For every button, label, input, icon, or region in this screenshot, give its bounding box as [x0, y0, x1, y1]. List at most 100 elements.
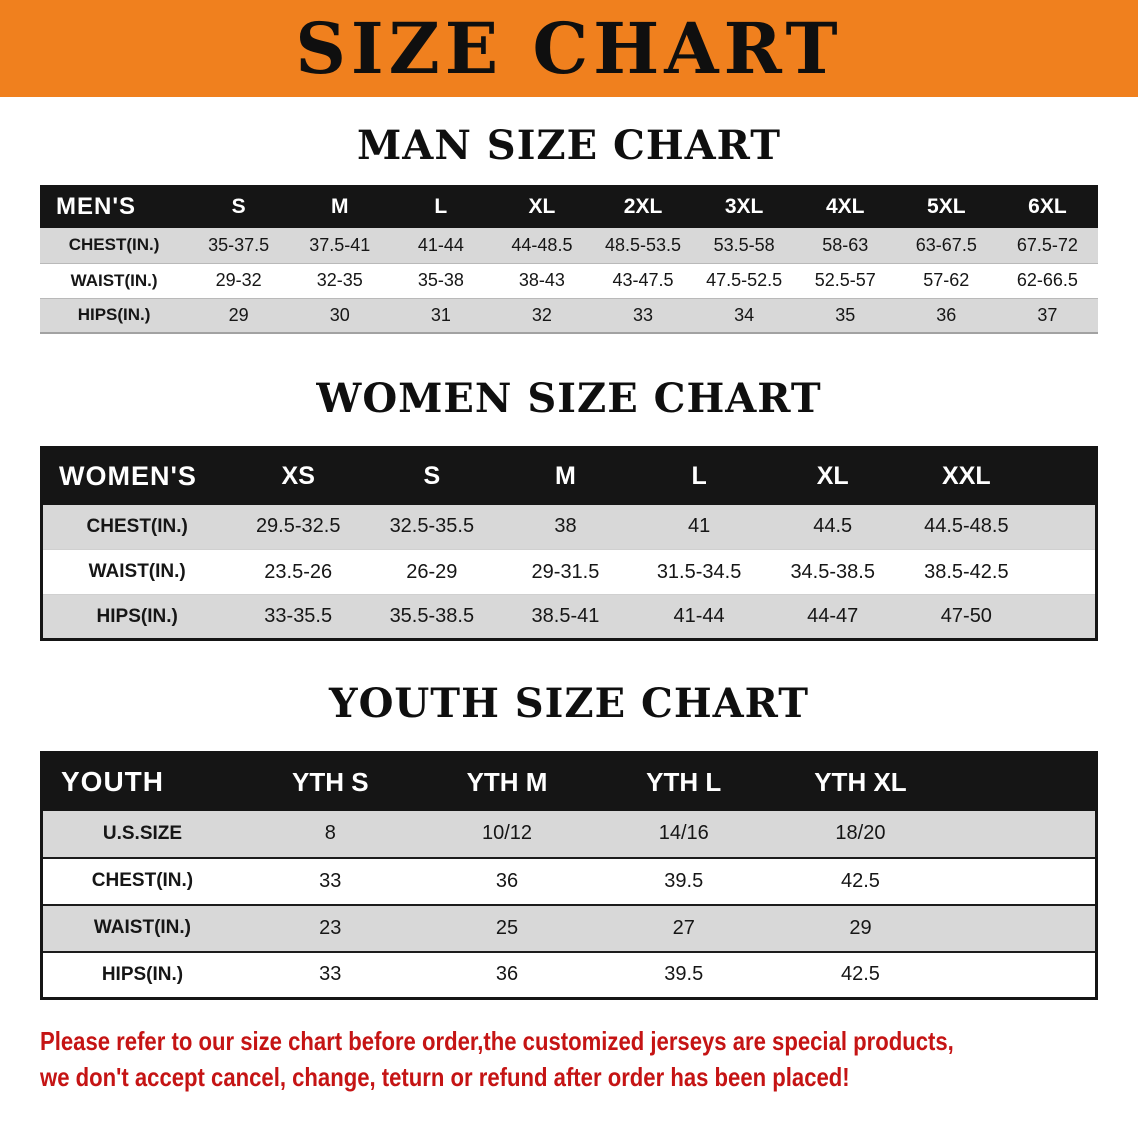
value-cell: 53.5-58	[693, 228, 795, 264]
value-cell: 37.5-41	[289, 228, 391, 264]
row-label-cell: CHEST(IN.)	[40, 228, 189, 264]
value-cell: 29-32	[188, 263, 290, 299]
value-cell: 44.5-48.5	[899, 504, 1034, 550]
value-cell: 37	[996, 298, 1098, 334]
row-label-cell: HIPS(IN.)	[40, 298, 189, 334]
men-size-table: MEN'S S M L XL 2XL 3XL 4XL 5XL 6XL CHEST(IN.) 35-37…	[40, 185, 1098, 334]
table-row: CHEST(IN.) 33 36 39.5 42.5	[41, 857, 1097, 906]
value-cell: 52.5-57	[794, 263, 896, 299]
filler-cell	[1033, 549, 1097, 595]
value-cell: 67.5-72	[996, 228, 1098, 264]
men-size-section: MAN SIZE CHART MEN'S S M L XL 2XL 3XL 4XL 5XL 6XL…	[0, 123, 1138, 334]
value-cell: 29	[772, 904, 949, 953]
table-title-cell: WOMEN'S	[41, 447, 232, 505]
women-section-heading: WOMEN SIZE CHART	[316, 375, 822, 422]
value-cell: 41-44	[390, 228, 492, 264]
disclaimer-line-2: we don't accept cancel, change, teturn o…	[40, 1061, 850, 1092]
table-header-row: MEN'S S M L XL 2XL 3XL 4XL 5XL 6XL	[40, 185, 1098, 228]
size-header-cell: YTH M	[418, 752, 596, 811]
value-cell: 34	[693, 298, 795, 334]
value-cell: 43-47.5	[592, 263, 694, 299]
size-header-cell: M	[498, 447, 633, 505]
value-cell: 38.5-41	[531, 605, 600, 627]
value-cell: 58-63	[794, 228, 896, 264]
table-row: CHEST(IN.) 29.5-32.5 32.5-35.5 38 41 44.5 44.5…	[41, 504, 1097, 550]
value-cell: 36	[495, 963, 519, 986]
value-cell: 23.5-26	[231, 549, 366, 595]
row-label-cell: WAIST(IN.)	[40, 263, 189, 299]
row-label-cell: WAIST(IN.)	[41, 549, 232, 595]
size-header-cell: S	[365, 447, 499, 505]
page-title: SIZE CHART	[295, 6, 843, 90]
value-cell: 38.5-42.5	[899, 549, 1034, 595]
value-cell: 18/20	[772, 810, 949, 859]
value-cell: 33	[241, 857, 419, 906]
size-header-cell: XXL	[899, 447, 1034, 505]
size-header-cell: S	[188, 185, 290, 228]
size-header-cell: YTH L	[595, 752, 773, 811]
row-label-cell: HIPS(IN.)	[96, 605, 178, 627]
filler-cell	[948, 752, 1097, 811]
value-cell: 32-35	[289, 263, 391, 299]
value-cell: 32.5-35.5	[365, 504, 499, 550]
value-cell: 36	[418, 857, 596, 906]
table-row: WAIST(IN.) 23.5-26 26-29 29-31.5 31.5-34.5 34…	[41, 549, 1097, 595]
filler-cell	[948, 904, 1097, 953]
value-cell: 38-43	[491, 263, 593, 299]
value-cell: 14/16	[595, 810, 773, 859]
size-header-cell: YTH S	[241, 752, 419, 811]
value-cell: 41-44	[673, 605, 725, 627]
size-header-cell: 3XL	[693, 185, 795, 228]
row-label-cell: CHEST(IN.)	[41, 504, 232, 550]
value-cell: 33-35.5	[264, 605, 333, 627]
value-cell: 38	[498, 504, 633, 550]
value-cell: 42.5	[772, 857, 949, 906]
value-cell: 39.5	[664, 963, 704, 986]
value-cell: 26-29	[365, 549, 499, 595]
table-row: WAIST(IN.) 29-32 32-35 35-38 38-43 43-47.5 47.…	[40, 263, 1098, 299]
value-cell: 29	[188, 298, 290, 334]
table-header-row: WOMEN'S XS S M L XL XXL	[41, 447, 1097, 505]
value-cell: 25	[418, 904, 596, 953]
value-cell: 35-37.5	[188, 228, 290, 264]
value-cell: 35.5-38.5	[389, 605, 475, 627]
value-cell: 10/12	[418, 810, 596, 859]
row-label-cell: U.S.SIZE	[41, 810, 242, 859]
value-cell: 30	[289, 298, 391, 334]
size-header-cell: M	[289, 185, 391, 228]
value-cell: 23	[241, 904, 419, 953]
value-cell: 36	[895, 298, 997, 334]
value-cell: 31	[390, 298, 492, 334]
table-row: WAIST(IN.) 23 25 27 29	[41, 904, 1097, 953]
filler-cell	[1033, 504, 1097, 550]
value-cell: 44-47	[807, 605, 859, 627]
value-cell: 57-62	[895, 263, 997, 299]
youth-size-table: YOUTH YTH S YTH M YTH L YTH XL U.S.SIZE 8 10/12…	[40, 751, 1098, 1000]
value-cell: 39.5	[595, 857, 773, 906]
value-cell: 44-48.5	[491, 228, 593, 264]
table-header-row: YOUTH YTH S YTH M YTH L YTH XL	[41, 752, 1097, 811]
men-section-heading: MAN SIZE CHART	[357, 122, 781, 169]
size-header-cell: 2XL	[592, 185, 694, 228]
women-size-table: WOMEN'S XS S M L XL XXL CHEST(IN.) 29.5-32.5 32.5…	[40, 446, 1098, 641]
size-header-cell: 6XL	[996, 185, 1098, 228]
value-cell: 29-31.5	[498, 549, 633, 595]
value-cell: 34.5-38.5	[765, 549, 900, 595]
disclaimer-line-1: Please refer to our size chart before or…	[40, 1026, 954, 1056]
size-header-cell: XL	[491, 185, 593, 228]
size-header-cell: 4XL	[794, 185, 896, 228]
size-header-cell: YTH XL	[772, 752, 949, 811]
size-header-cell: XL	[765, 447, 900, 505]
row-label-cell: WAIST(IN.)	[41, 904, 242, 953]
disclaimer: Please refer to our size chart before or…	[40, 1024, 1098, 1096]
value-cell: 41	[632, 504, 766, 550]
value-cell: 32	[491, 298, 593, 334]
value-cell: 35-38	[390, 263, 492, 299]
value-cell: 44.5	[765, 504, 900, 550]
value-cell: 8	[241, 810, 419, 859]
filler-cell	[948, 857, 1097, 906]
row-label-cell: HIPS(IN.)	[101, 963, 184, 985]
value-cell: 47.5-52.5	[693, 263, 795, 299]
value-cell: 63-67.5	[895, 228, 997, 264]
